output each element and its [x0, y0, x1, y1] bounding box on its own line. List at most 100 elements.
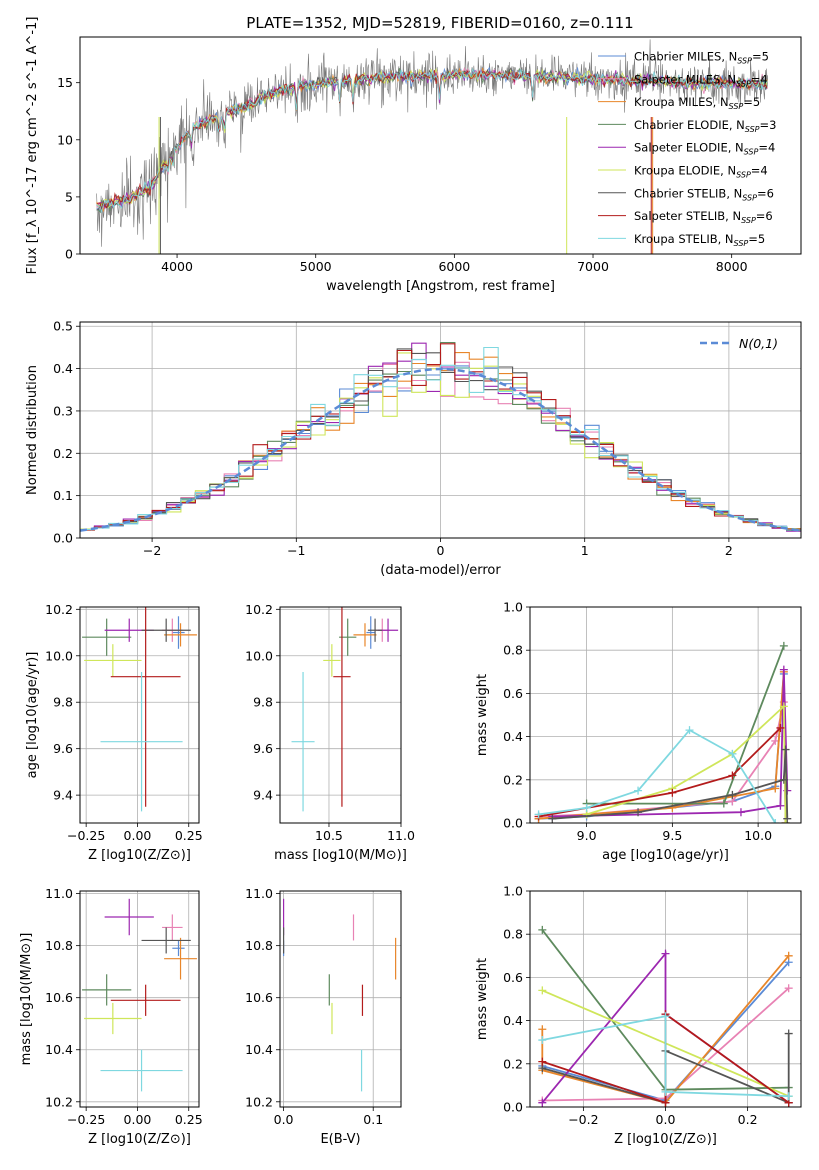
y-tick-label: 0.3 [53, 403, 73, 418]
x-tick-label: 0.25 [175, 1112, 203, 1127]
weight-line [541, 955, 790, 1104]
errorbar-kroupa-stelib [100, 1049, 183, 1092]
y-tick-label: 0.4 [503, 1013, 523, 1028]
axes-frame [529, 606, 802, 824]
errorbar-salpeter-miles [162, 914, 183, 941]
x-tick-label: 10.0 [744, 828, 772, 843]
weight-point [771, 819, 780, 823]
weight-line [542, 1015, 789, 1098]
legend-label-chabrier-elodie: Chabrier ELODIE, NSSP=3 [634, 118, 776, 134]
x-tick-label: 4000 [161, 259, 193, 274]
weight-point [538, 1025, 547, 1034]
observed-spectrum-line [96, 39, 768, 247]
axes-frame [79, 606, 200, 824]
weight-point [779, 702, 788, 711]
x-axis-label: mass [log10(M/M⊙)] [274, 848, 407, 863]
gaussian-legend-label: N(0,1) [739, 336, 778, 351]
legend-label-kroupa-elodie: Kroupa ELODIE, NSSP=4 [634, 164, 768, 180]
y-tick-label: 10.4 [45, 1042, 73, 1057]
y-tick-label: 10.6 [45, 990, 73, 1005]
legend-label-salpeter-miles: Salpeter MILES, NSSP=4 [634, 72, 768, 88]
weight-series-salpeter-elodie [548, 665, 792, 821]
legend-label-kroupa-miles: Kroupa MILES, NSSP=5 [634, 95, 760, 111]
errorbar-kroupa-elodie [84, 644, 142, 677]
x-axis-label: age [log10(age/yr)] [602, 848, 729, 863]
errorbar-kroupa-miles [164, 937, 197, 980]
x-tick-label: 5000 [300, 259, 332, 274]
weight-point [728, 790, 737, 799]
figure-title: PLATE=1352, MJD=52819, FIBERID=0160, z=0… [246, 14, 633, 32]
errorbar-kroupa-elodie [323, 644, 341, 677]
y-axis-label: mass weight [475, 674, 490, 756]
y-tick-label: 10.2 [45, 1094, 73, 1109]
weight-point [784, 951, 793, 960]
y-axis-label: Flux [f_λ 10^-17 erg cm^-2 s^-1 A^-1] [25, 17, 40, 275]
y-tick-label: 10.4 [245, 1042, 273, 1057]
y-tick-label: 1.0 [503, 884, 523, 899]
x-axis-label: wavelength [Angstrom, rest frame] [326, 279, 555, 294]
legend-subscript: SSP [742, 193, 757, 202]
plot-area [291, 607, 399, 812]
weight-point [728, 771, 737, 780]
mass-weight-vs-metallicity-panel: −0.2 0.0 0.2 0.0 0.2 0.4 0.6 0.8 1.0 Z [log10(Z/Z… [475, 884, 802, 1147]
x-tick-label: 0 [437, 543, 445, 558]
legend-subscript: SSP [741, 216, 756, 225]
x-axis-label: Z [log10(Z/Z⊙)] [88, 1132, 191, 1147]
x-tick-label: 0.0 [656, 1112, 676, 1127]
gridlines [80, 891, 199, 1107]
y-axis-label: mass weight [475, 958, 490, 1040]
y-axis-label: mass [log10(M/M⊙)] [19, 933, 34, 1066]
weight-point [771, 784, 780, 793]
x-tick-label: 0.2 [738, 1112, 758, 1127]
legend-value: =5 [752, 50, 769, 64]
legend-label-chabrier-miles: Chabrier MILES, NSSP=5 [634, 50, 769, 66]
y-tick-label: 10.2 [245, 602, 273, 617]
weight-point [779, 665, 788, 674]
legend-value: =3 [760, 118, 777, 132]
weight-point [719, 799, 728, 808]
weight-point [548, 814, 557, 823]
y-tick-label: 9.4 [53, 788, 73, 803]
legend-value: =4 [758, 141, 775, 155]
weight-point [661, 1087, 670, 1096]
errorbar-chabrier-elodie [82, 974, 132, 1006]
x-tick-label: 9.0 [577, 828, 597, 843]
y-tick-label: 1.0 [503, 600, 523, 615]
weight-point [779, 775, 788, 784]
y-tick-label: 10 [57, 132, 73, 147]
axes-frame [79, 36, 802, 255]
legend-subscript: SSP [734, 239, 749, 248]
weight-line [538, 728, 777, 823]
mass-vs-extinction-panel: 0.0 0.1 10.2 10.4 10.6 10.8 11.0 E(B-V) [245, 886, 402, 1147]
weight-point [779, 641, 788, 650]
legend-value: =6 [757, 186, 774, 200]
errorbar-chabrier-miles [172, 940, 185, 957]
x-tick-label: 1 [581, 543, 589, 558]
weight-point [685, 726, 694, 735]
y-tick-label: 10.2 [245, 1094, 273, 1109]
x-tick-label: 0.25 [175, 828, 203, 843]
legend-subscript: SSP [736, 79, 751, 88]
weight-point [783, 814, 792, 823]
y-tick-label: 10.8 [245, 938, 273, 953]
y-tick-label: 0.2 [53, 446, 73, 461]
spectrum-panel: 4000 5000 6000 7000 8000 0 5 10 15 wavelength [An… [25, 17, 802, 294]
x-tick-label: 9.5 [662, 828, 682, 843]
x-tick-label: 0.1 [363, 1112, 383, 1127]
weight-point [538, 986, 547, 995]
weight-point [538, 1036, 547, 1045]
x-axis-label: E(B-V) [320, 1132, 360, 1147]
legend-value: =4 [751, 72, 768, 86]
mass-weight-vs-age-panel: 9.0 9.5 10.0 0.0 0.2 0.4 0.6 0.8 1.0 age [log10(a… [475, 600, 802, 863]
x-axis-label: (data-model)/error [380, 563, 501, 578]
y-tick-label: 5 [65, 189, 73, 204]
y-tick-label: 9.8 [253, 695, 273, 710]
x-tick-label: −0.25 [67, 828, 105, 843]
legend-value: =5 [748, 232, 765, 246]
x-tick-label: 11.0 [387, 828, 415, 843]
weight-series-chabrier-elodie [582, 641, 788, 808]
legend-subscript: SSP [736, 171, 751, 180]
weight-line [538, 673, 787, 823]
y-tick-label: 0.8 [503, 643, 523, 658]
x-tick-label: −0.2 [568, 1112, 598, 1127]
